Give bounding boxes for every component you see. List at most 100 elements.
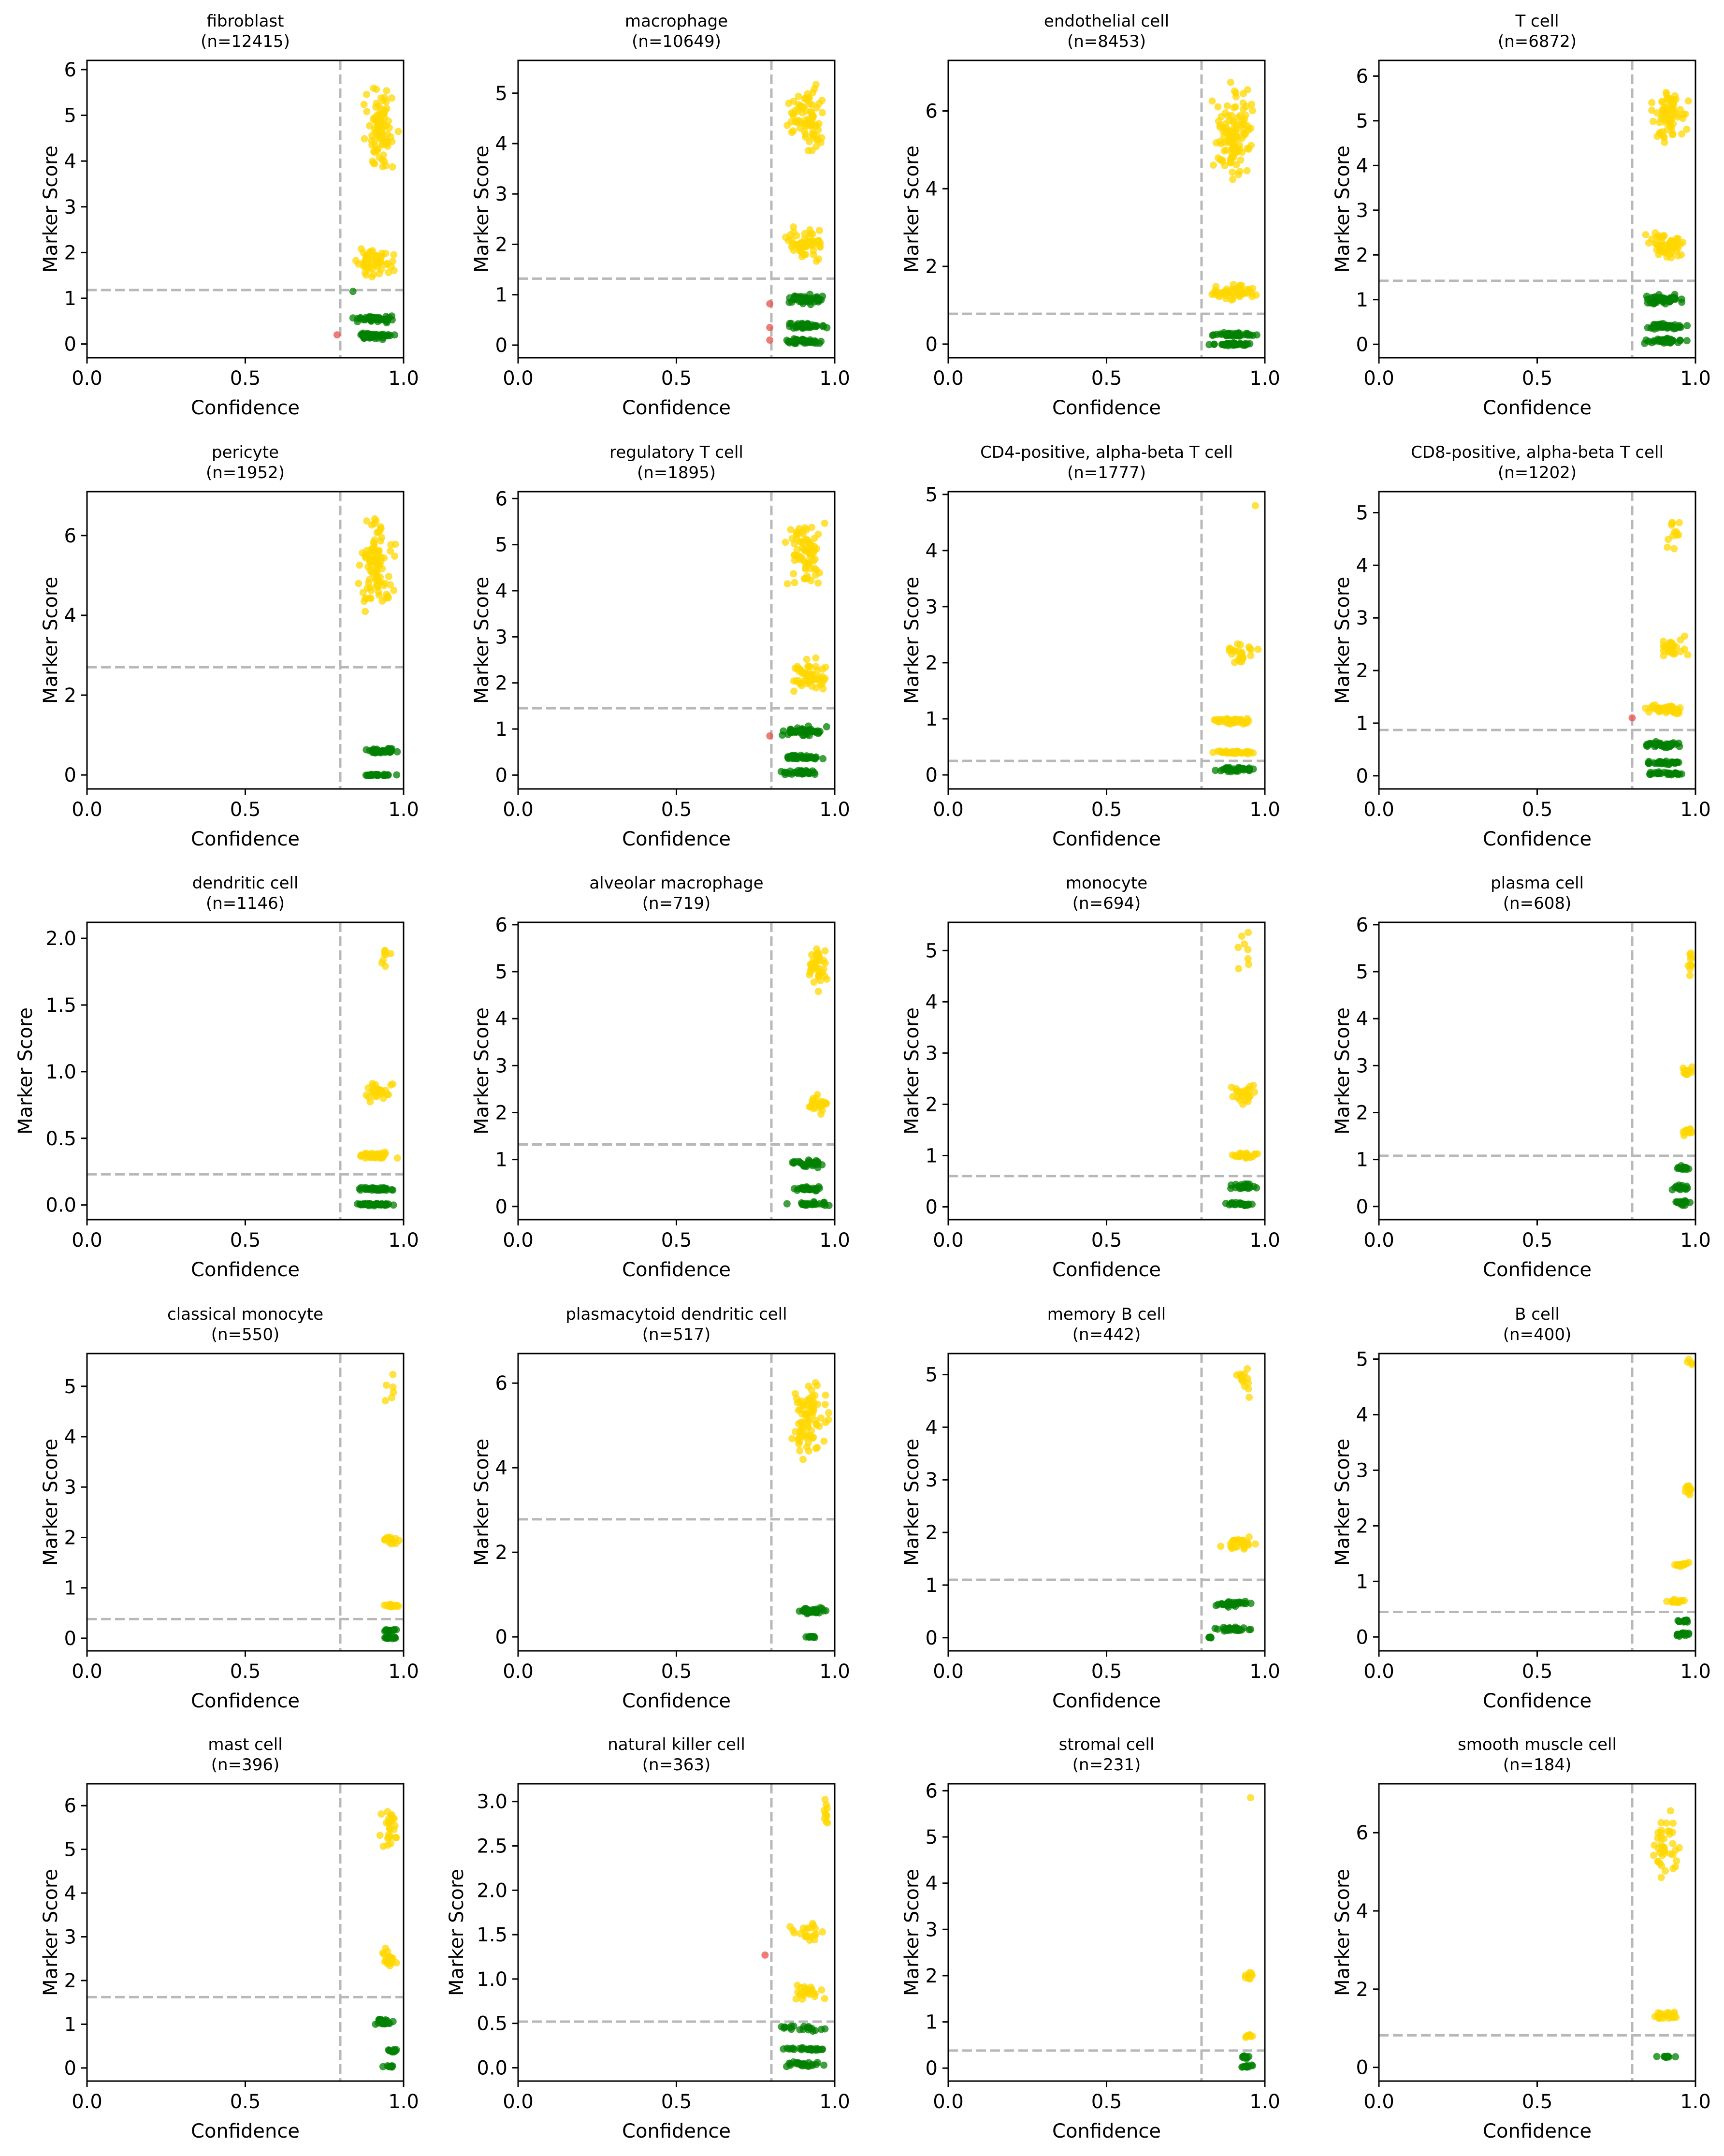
axes-frame <box>947 491 1266 790</box>
panel-title: B cell <box>1515 1305 1560 1324</box>
data-point <box>821 947 829 955</box>
data-point <box>1677 1563 1684 1571</box>
data-point <box>766 732 774 740</box>
panel-title: T cell <box>1515 12 1559 31</box>
x-tick-label: 1.0 <box>1249 1661 1280 1683</box>
data-point <box>391 540 399 548</box>
data-point <box>1205 341 1213 349</box>
data-point <box>1239 1100 1247 1108</box>
data-point <box>1222 1199 1230 1207</box>
y-tick-label: 1 <box>495 1149 507 1171</box>
y-tick-label: 2.5 <box>477 1836 507 1858</box>
data-point <box>1665 536 1672 543</box>
y-tick-label: 5 <box>495 961 507 983</box>
y-tick-label: 0 <box>926 1627 938 1649</box>
data-point <box>1241 2063 1248 2070</box>
data-point <box>378 252 386 260</box>
data-point <box>1248 2062 1256 2069</box>
x-tick-label: 0.5 <box>1091 2091 1122 2113</box>
panel: endothelial cell(n=8453) 0.0 0.5 1.0 0 2 4 6 Con… <box>901 12 1280 419</box>
data-point <box>380 1601 388 1609</box>
data-point <box>394 128 402 135</box>
data-point <box>761 1951 769 1959</box>
data-point <box>364 1084 372 1092</box>
data-point <box>385 744 392 752</box>
data-point <box>795 92 802 100</box>
data-point <box>376 526 384 534</box>
panel-count: (n=231) <box>1072 1755 1141 1775</box>
y-tick-label: 3.0 <box>477 1791 507 1813</box>
data-point <box>388 1627 396 1634</box>
data-point <box>1243 1180 1251 1188</box>
data-point <box>794 241 801 249</box>
data-point <box>375 131 382 139</box>
y-tick-label: 0.5 <box>477 2013 507 2035</box>
data-point <box>818 680 826 687</box>
x-axis-label: Confidence <box>622 397 731 419</box>
panel-title: mast cell <box>208 1735 282 1754</box>
panel-count: (n=400) <box>1503 1325 1571 1344</box>
panel: mast cell(n=396) 0.0 0.5 1.0 0 1 2 3 4 5 6 Confiden… <box>40 1735 419 2142</box>
data-point <box>1670 325 1678 333</box>
data-point <box>1676 1165 1684 1172</box>
data-point <box>1248 292 1256 300</box>
data-point <box>1658 760 1666 768</box>
data-point <box>803 526 811 534</box>
panel-title: monocyte <box>1066 874 1147 893</box>
data-point <box>1668 519 1676 526</box>
data-point <box>1678 298 1686 306</box>
data-point <box>395 1537 403 1544</box>
data-point <box>805 662 812 670</box>
data-point <box>791 753 799 760</box>
y-tick-label: 4 <box>64 150 76 173</box>
data-point <box>1220 1627 1228 1635</box>
x-tick-label: 0.5 <box>661 367 692 390</box>
y-axis-label: Marker Score <box>901 146 923 273</box>
data-point <box>1642 231 1650 239</box>
data-point <box>1234 944 1242 951</box>
data-point <box>371 536 378 544</box>
data-point <box>1238 134 1246 142</box>
data-point <box>1237 156 1245 164</box>
y-tick-label: 3 <box>495 626 507 648</box>
data-point <box>1245 1533 1253 1541</box>
data-point <box>391 552 399 560</box>
x-tick-label: 1.0 <box>388 1661 419 1683</box>
data-point <box>1247 1626 1255 1633</box>
data-point <box>366 331 374 338</box>
panel: natural killer cell(n=363) 0.0 0.5 1.0 0.0 0.… <box>446 1735 850 2142</box>
data-point <box>1645 239 1652 247</box>
data-point <box>813 2059 821 2067</box>
y-tick-label: 2 <box>926 256 938 278</box>
data-point <box>1225 766 1233 773</box>
y-tick-label: 0 <box>1356 1626 1368 1648</box>
data-point <box>1677 1183 1684 1191</box>
data-point <box>1674 244 1682 252</box>
data-point <box>814 579 822 587</box>
data-point <box>1247 101 1255 108</box>
data-point <box>1212 1602 1220 1609</box>
data-point <box>1238 932 1246 940</box>
data-point <box>393 1154 401 1162</box>
data-point <box>1219 341 1227 349</box>
y-axis-label: Marker Score <box>471 1439 493 1566</box>
data-point <box>825 1409 832 1417</box>
data-point <box>783 1200 791 1208</box>
data-point <box>367 546 375 554</box>
data-point <box>793 530 800 538</box>
data-point <box>1646 740 1653 747</box>
data-point <box>813 2046 821 2054</box>
data-point <box>805 1447 812 1455</box>
data-point <box>1218 1600 1226 1607</box>
data-point <box>1238 1372 1246 1380</box>
points <box>1668 949 1695 1209</box>
x-tick-label: 1.0 <box>1680 1661 1711 1683</box>
points <box>1222 929 1261 1209</box>
data-point <box>1657 704 1665 712</box>
data-point <box>790 2046 798 2054</box>
data-point <box>823 975 831 983</box>
data-point <box>1243 748 1251 756</box>
data-point <box>766 300 774 307</box>
data-point <box>1672 1863 1680 1871</box>
y-tick-label: 2 <box>926 1965 938 1987</box>
